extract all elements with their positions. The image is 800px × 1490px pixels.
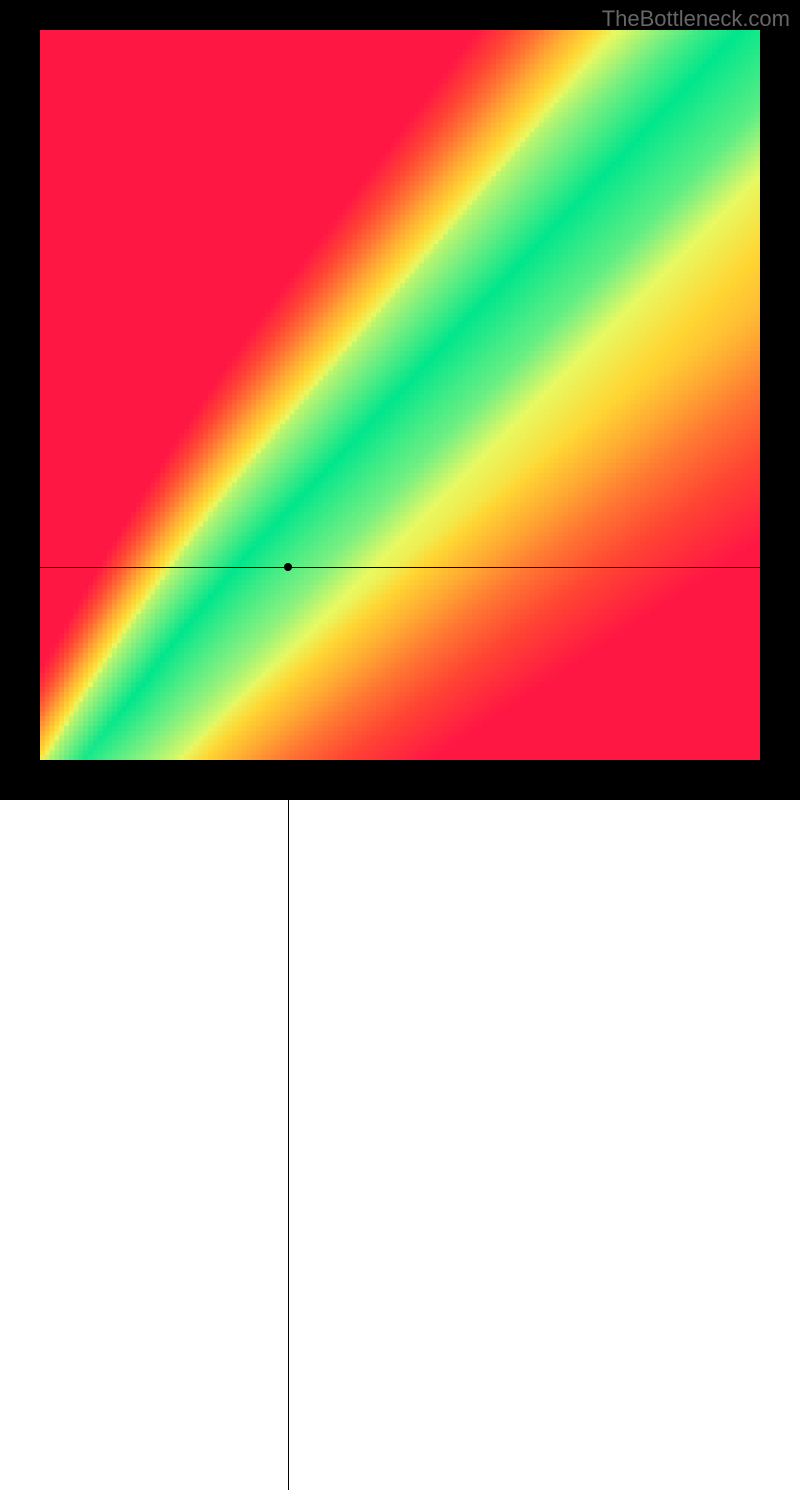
watermark-text: TheBottleneck.com [602,6,790,32]
data-point-marker [284,563,292,571]
plot-area [40,30,760,760]
chart-container: TheBottleneck.com [0,0,800,800]
crosshair-horizontal [40,567,760,568]
heatmap-canvas [40,30,760,760]
crosshair-vertical [288,760,289,1490]
